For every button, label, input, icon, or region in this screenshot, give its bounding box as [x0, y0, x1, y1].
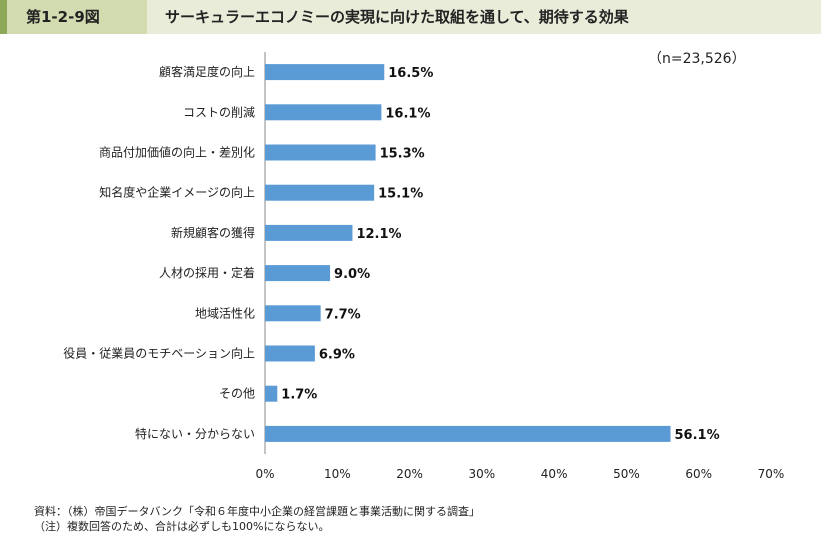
- bar: [265, 64, 385, 81]
- x-tick-label: 50%: [613, 467, 640, 481]
- source-note: 資料：（株）帝国データバンク「令和６年度中小企業の経営課題と事業活動に関する調査…: [34, 505, 481, 518]
- category-label: その他: [219, 387, 255, 401]
- data-label: 15.1%: [378, 187, 423, 202]
- figure-title: サーキュラーエコノミーの実現に向けた取組を通して、期待する効果: [165, 8, 629, 26]
- bar: [265, 104, 382, 121]
- x-tick-label: 0%: [255, 467, 274, 481]
- footnote: （注）複数回答のため、合計は必ずしも100%にならない。: [34, 520, 330, 533]
- x-tick-label: 30%: [469, 467, 496, 481]
- data-label: 56.1%: [675, 428, 720, 443]
- x-tick-label: 10%: [324, 467, 351, 481]
- bar: [265, 425, 671, 442]
- data-label: 7.7%: [325, 307, 361, 322]
- data-label: 15.3%: [380, 147, 425, 162]
- bar: [265, 305, 321, 322]
- figure-header: 第1-2-9図 サーキュラーエコノミーの実現に向けた取組を通して、期待する効果: [0, 0, 821, 34]
- data-label: 6.9%: [319, 348, 355, 363]
- sample-size-note: （n=23,526）: [648, 51, 746, 67]
- data-label: 16.5%: [388, 66, 433, 81]
- x-tick-label: 40%: [541, 467, 568, 481]
- category-label: コストの削減: [183, 104, 255, 119]
- category-label: 特にない・分からない: [135, 426, 255, 441]
- data-label: 1.7%: [281, 388, 317, 403]
- category-label: 人材の採用・定着: [159, 265, 255, 280]
- category-label: 知名度や企業イメージの向上: [99, 185, 255, 200]
- x-tick-label: 60%: [685, 467, 712, 481]
- category-label: 地域活性化: [195, 306, 255, 320]
- category-label: 顧客満足度の向上: [159, 64, 255, 79]
- bar: [265, 385, 278, 402]
- figure-number-badge: 第1-2-9図: [0, 0, 147, 34]
- data-label: 9.0%: [334, 267, 370, 282]
- data-label: 16.1%: [385, 106, 430, 121]
- footer-notes: 資料：（株）帝国データバンク「令和６年度中小企業の経営課題と事業活動に関する調査…: [34, 504, 480, 534]
- x-tick-label: 70%: [758, 467, 785, 481]
- bar: [265, 224, 353, 241]
- category-label: 役員・従業員のモチベーション向上: [63, 346, 255, 361]
- bar: [265, 265, 331, 282]
- bar: [265, 144, 376, 161]
- bar: [265, 345, 315, 362]
- bar: [265, 184, 375, 201]
- figure-number: 第1-2-9図: [26, 8, 100, 26]
- category-label: 新規顧客の獲得: [171, 225, 255, 240]
- category-label: 商品付加価値の向上・差別化: [99, 145, 255, 160]
- x-tick-label: 20%: [396, 467, 423, 481]
- bar-chart: 顧客満足度の向上 16.5% コストの削減 16.1% 商品付加価値の向上・差別化 15.…: [63, 52, 785, 481]
- data-label: 12.1%: [356, 227, 401, 242]
